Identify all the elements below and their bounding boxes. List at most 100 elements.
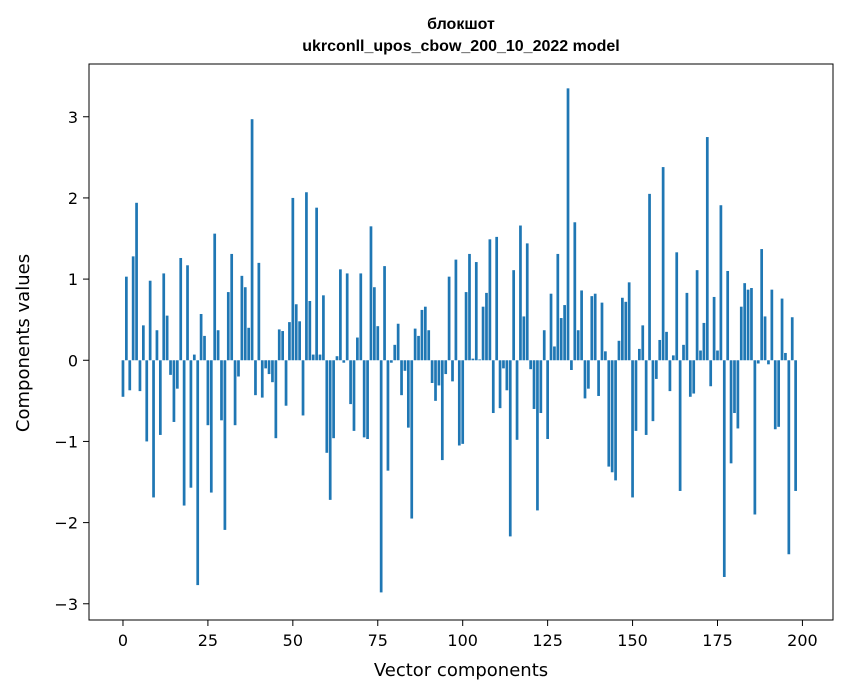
bar	[237, 360, 240, 377]
bar	[753, 360, 757, 515]
bar	[182, 360, 186, 506]
x-tick-label: 150	[617, 631, 648, 650]
bar	[621, 297, 624, 361]
bar	[125, 276, 128, 361]
bar	[393, 344, 397, 361]
bar	[179, 257, 183, 361]
y-tick-label: −2	[54, 514, 78, 533]
bar	[566, 88, 570, 361]
bar	[692, 360, 696, 394]
bar	[186, 265, 189, 361]
bar	[451, 360, 454, 382]
bar	[199, 313, 203, 361]
bar	[444, 360, 448, 375]
bar	[644, 360, 648, 435]
bar	[192, 354, 196, 361]
bar	[522, 316, 526, 361]
bar	[553, 346, 556, 361]
bar	[756, 360, 760, 364]
bar	[556, 253, 560, 361]
bar	[322, 295, 325, 361]
bar	[386, 360, 390, 471]
bar	[627, 282, 631, 361]
bar	[481, 306, 485, 361]
bar	[461, 360, 465, 444]
bar	[617, 340, 621, 361]
bar	[328, 360, 332, 500]
bar	[454, 259, 458, 361]
bar	[709, 360, 713, 387]
bar	[311, 354, 315, 361]
bar	[641, 325, 645, 361]
bar	[478, 359, 482, 361]
bar	[376, 326, 380, 361]
bar	[148, 280, 152, 361]
bar	[699, 350, 702, 361]
bar	[403, 360, 407, 371]
bar	[172, 360, 176, 422]
bar	[457, 360, 461, 446]
bar	[359, 273, 363, 361]
bar	[583, 360, 587, 399]
bar	[135, 202, 138, 361]
y-tick-label: 3	[68, 108, 78, 127]
bar	[223, 360, 227, 530]
bar	[389, 360, 393, 363]
bar	[790, 317, 794, 361]
bar	[264, 360, 268, 369]
bar	[570, 360, 573, 371]
bar	[491, 360, 495, 414]
bar	[736, 360, 740, 429]
bar	[206, 360, 210, 426]
bar	[637, 348, 641, 361]
bar	[240, 275, 244, 361]
bar	[773, 360, 777, 430]
bar	[712, 296, 716, 361]
bar	[722, 360, 726, 577]
bar	[580, 290, 583, 361]
bar	[308, 301, 312, 361]
bar	[230, 253, 234, 361]
bar	[141, 325, 145, 361]
bar	[668, 360, 672, 392]
bar	[505, 360, 509, 391]
bar	[549, 293, 553, 361]
bar	[719, 205, 723, 361]
bar	[121, 360, 125, 397]
x-tick-label: 200	[787, 631, 818, 650]
bar	[750, 288, 753, 361]
x-tick-label: 75	[368, 631, 388, 650]
bar	[209, 360, 213, 493]
bar	[536, 360, 539, 511]
bar	[305, 192, 308, 361]
bar	[665, 331, 668, 361]
bar	[474, 262, 478, 361]
bar	[396, 323, 400, 361]
bar	[356, 337, 359, 361]
bar	[406, 360, 410, 428]
bar	[464, 292, 468, 361]
bar	[610, 360, 614, 473]
bar	[325, 360, 329, 453]
bar	[345, 273, 349, 361]
y-tick-label: 0	[68, 351, 78, 370]
bar	[777, 360, 781, 427]
bar	[648, 193, 651, 361]
bar	[277, 329, 281, 361]
bar	[400, 360, 403, 396]
bar	[349, 360, 352, 405]
bar	[654, 360, 658, 379]
x-tick-label: 100	[447, 631, 478, 650]
bar	[420, 309, 424, 361]
bar	[373, 287, 376, 361]
bar	[671, 355, 675, 361]
bar	[145, 360, 149, 442]
bar	[274, 360, 278, 439]
chart-title-line1: блокшот	[427, 16, 495, 33]
bar	[158, 360, 162, 435]
x-tick-label: 175	[702, 631, 733, 650]
bar	[529, 360, 533, 370]
bar	[165, 315, 169, 361]
bar	[597, 360, 600, 396]
x-tick-label: 0	[118, 631, 128, 650]
